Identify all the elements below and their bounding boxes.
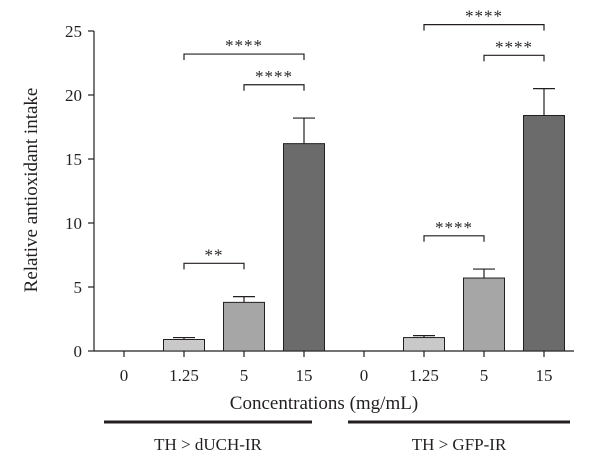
significance-bracket <box>183 53 305 61</box>
x-axis-label: Concentrations (mg/mL) <box>230 393 418 414</box>
bar <box>523 114 565 352</box>
group-label: TH > dUCH-IR <box>154 435 262 454</box>
bar <box>463 277 505 352</box>
significance-label: **** <box>255 67 293 86</box>
significance-bracket <box>243 84 305 91</box>
significance-bracket <box>183 262 245 270</box>
significance-label: **** <box>465 7 503 26</box>
significance-bracket <box>423 24 545 31</box>
significance-bracket <box>483 54 545 62</box>
bar <box>223 301 265 352</box>
y-tick-label: 25 <box>65 22 82 41</box>
y-tick-label: 0 <box>74 342 83 361</box>
significance-label: **** <box>435 218 473 237</box>
x-tick-label: 15 <box>536 366 553 385</box>
y-tick-label: 5 <box>74 278 83 297</box>
y-axis-label: Relative antioxidant intake <box>21 88 42 293</box>
x-tick-label: 15 <box>296 366 313 385</box>
x-tick-label: 0 <box>120 366 129 385</box>
bar <box>163 338 205 352</box>
bar <box>283 143 325 352</box>
group-label: TH > GFP-IR <box>412 435 507 454</box>
significance-bracket <box>423 235 485 242</box>
significance-label: **** <box>225 36 263 55</box>
x-tick-label: 1.25 <box>409 366 439 385</box>
x-tick-label: 0 <box>360 366 369 385</box>
significance-label: ** <box>205 245 224 264</box>
y-tick-label: 15 <box>65 150 82 169</box>
x-tick-label: 5 <box>480 366 489 385</box>
y-tick-label: 20 <box>65 86 82 105</box>
bar <box>403 337 445 352</box>
y-tick-label: 10 <box>65 214 82 233</box>
significance-label: **** <box>495 37 533 56</box>
x-tick-label: 5 <box>240 366 249 385</box>
x-tick-label: 1.25 <box>169 366 199 385</box>
